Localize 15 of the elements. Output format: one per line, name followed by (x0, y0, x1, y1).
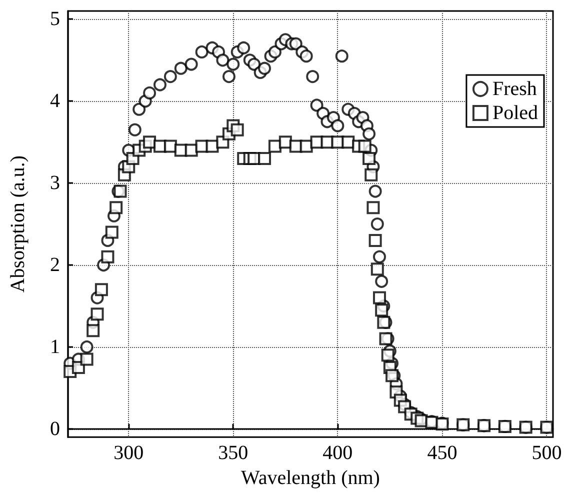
x-axis-title: Wavelength (nm) (241, 467, 380, 489)
y-tick-label: 2 (50, 254, 60, 276)
x-tick-label: 300 (114, 442, 144, 464)
x-tick-label: 450 (427, 442, 458, 464)
legend-label: Poled (492, 102, 538, 124)
y-axis-title: Absorption (a.u.) (7, 155, 29, 293)
y-tick-label: 3 (50, 172, 60, 194)
y-tick-label: 1 (50, 336, 60, 358)
x-tick-label: 400 (322, 442, 353, 464)
y-tick-label: 5 (50, 8, 60, 30)
x-tick-label: 500 (532, 442, 562, 464)
y-tick-label: 4 (50, 90, 60, 112)
y-tick-label: 0 (50, 418, 60, 440)
x-tick-label: 350 (218, 442, 248, 464)
legend-label: Fresh (492, 78, 537, 100)
